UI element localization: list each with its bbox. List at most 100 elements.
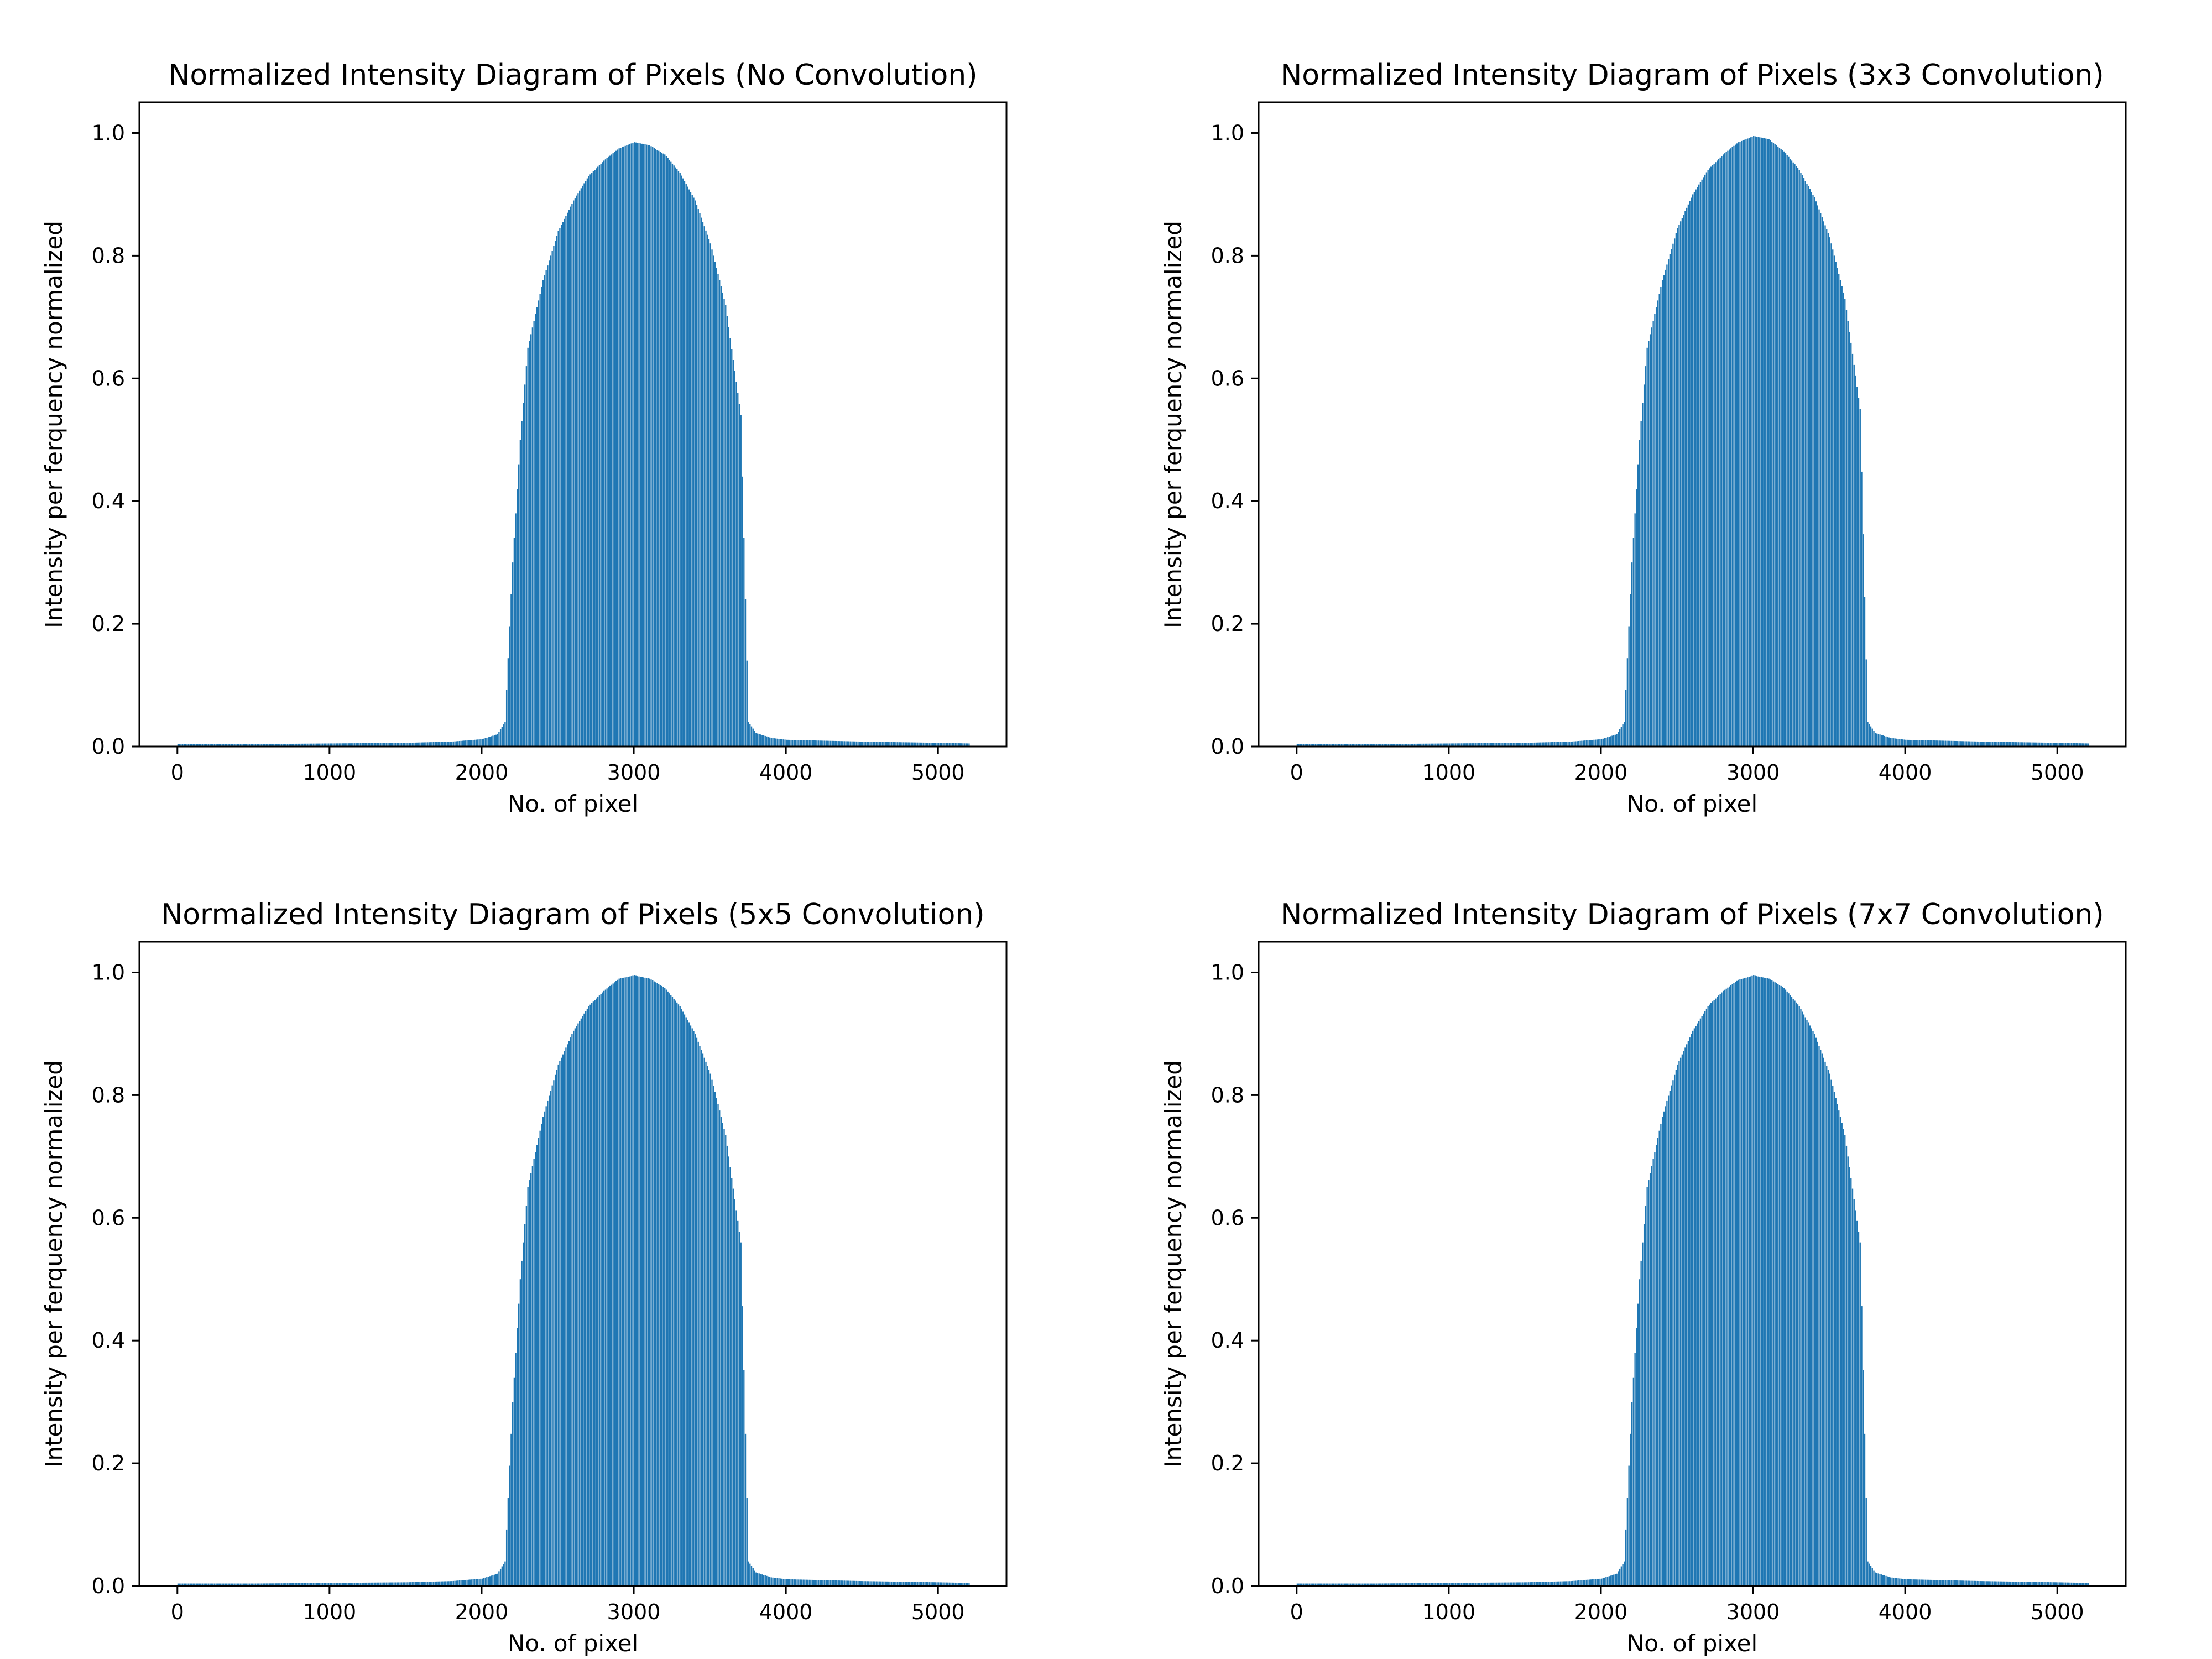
bar <box>1733 983 1735 1586</box>
bar <box>626 977 628 1586</box>
bar <box>842 1580 844 1586</box>
bar <box>1894 738 1896 747</box>
bar <box>557 231 559 747</box>
bar <box>2007 742 2008 747</box>
bar <box>405 743 407 747</box>
bar <box>1689 1037 1691 1586</box>
bar <box>1876 733 1878 747</box>
bar <box>1944 1580 1946 1586</box>
bar <box>1666 1100 1668 1586</box>
bar <box>241 1583 243 1586</box>
bar <box>1569 1581 1571 1586</box>
chart-panel-3: 0 1000 2000 3000 4000 50000.00.20.40.60.81.0N… <box>1160 898 2127 1657</box>
bar <box>743 538 745 747</box>
bar <box>1649 1173 1651 1586</box>
bar <box>817 1580 820 1586</box>
bar <box>1365 744 1366 747</box>
bar <box>1491 743 1493 747</box>
bar <box>349 1583 351 1586</box>
bar <box>895 1582 897 1586</box>
bar <box>950 1582 952 1586</box>
bar <box>847 741 848 747</box>
bar <box>2049 743 2051 747</box>
bar <box>243 1583 244 1586</box>
bar <box>325 1583 326 1586</box>
bar <box>1576 741 1578 747</box>
bar <box>396 1582 398 1586</box>
bar <box>1468 1583 1470 1586</box>
bar <box>361 1582 363 1586</box>
bar <box>1997 1581 2000 1586</box>
bar <box>740 1242 742 1586</box>
bar <box>1606 737 1609 747</box>
bar <box>702 1053 704 1586</box>
bar <box>675 167 676 747</box>
bar <box>1582 1580 1584 1586</box>
bar <box>716 268 717 747</box>
bar <box>1636 489 1637 747</box>
bar <box>1976 1580 1978 1586</box>
bar <box>848 1580 850 1586</box>
bar <box>1546 1582 1548 1586</box>
bar <box>709 243 711 747</box>
bar <box>728 1156 729 1586</box>
bar <box>353 1583 356 1586</box>
bar <box>1332 1583 1333 1586</box>
bar <box>834 740 836 747</box>
bar <box>953 1582 955 1586</box>
bar <box>1314 744 1317 747</box>
bar <box>1517 1582 1519 1586</box>
bar <box>1681 1054 1683 1586</box>
bar <box>396 743 398 747</box>
bar <box>770 738 772 747</box>
bar <box>956 743 958 747</box>
bar <box>1687 204 1689 747</box>
bar <box>1735 144 1736 747</box>
bar <box>1765 978 1767 1586</box>
bar <box>1381 744 1384 747</box>
bar <box>954 1582 956 1586</box>
bar <box>268 1583 270 1586</box>
bar <box>1415 1583 1417 1586</box>
bar <box>1616 734 1618 747</box>
bar <box>1395 1583 1397 1586</box>
bar <box>1748 138 1750 747</box>
bar <box>1667 1095 1670 1586</box>
bar <box>2081 1583 2083 1586</box>
y-tick-label: 0.4 <box>1211 1328 1244 1353</box>
bar <box>567 1044 568 1586</box>
bar <box>1324 744 1326 747</box>
bar <box>1964 1580 1966 1586</box>
bar <box>784 739 786 747</box>
bar <box>963 1583 966 1586</box>
bar <box>1438 1583 1439 1586</box>
bar <box>2019 742 2021 747</box>
bar <box>1948 740 1949 747</box>
bar <box>2046 743 2048 747</box>
bar <box>1648 1180 1650 1586</box>
bar <box>259 744 261 747</box>
bar <box>1922 1579 1923 1586</box>
bar <box>1970 741 1972 747</box>
bar <box>810 740 812 747</box>
bar <box>1441 1583 1443 1586</box>
bar <box>261 1583 263 1586</box>
bar <box>833 740 834 747</box>
bar <box>606 988 608 1586</box>
bar <box>547 1100 549 1586</box>
bar <box>1906 1579 1908 1586</box>
bar <box>1985 1581 1987 1586</box>
bar <box>1340 744 1342 747</box>
bar <box>755 1572 757 1586</box>
bar <box>383 1582 384 1586</box>
bar <box>2025 1582 2027 1586</box>
bar <box>1476 1583 1478 1586</box>
bar <box>2022 742 2024 747</box>
bar <box>1969 741 1970 747</box>
bar <box>673 165 675 747</box>
bar <box>1360 1583 1362 1586</box>
bar <box>1432 743 1433 747</box>
bar <box>199 744 200 747</box>
bar <box>550 255 552 747</box>
bar <box>732 360 734 747</box>
